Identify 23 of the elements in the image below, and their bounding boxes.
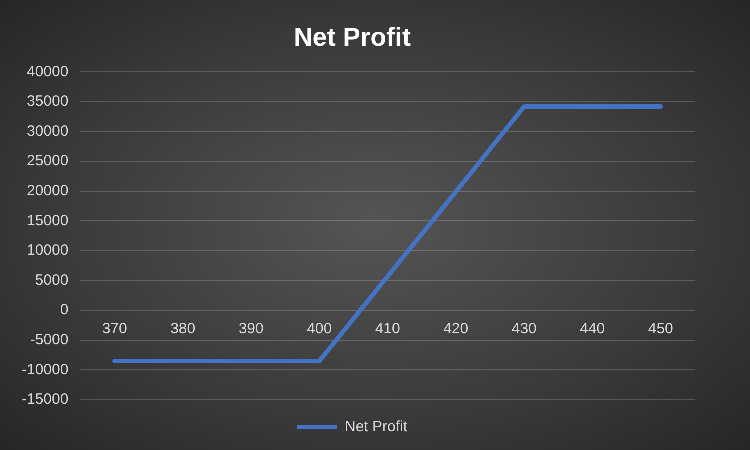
- y-tick-label: -5000: [30, 332, 69, 349]
- y-tick-label: 0: [60, 302, 69, 319]
- y-tick-label: 20000: [26, 182, 69, 200]
- y-tick-label: 15000: [26, 212, 69, 230]
- x-tick-label: 400: [307, 320, 332, 338]
- x-tick-label: 450: [648, 320, 674, 338]
- y-tick-label: 35000: [26, 93, 69, 110]
- y-tick-label: 40000: [26, 63, 69, 80]
- x-tick-label: 410: [375, 320, 400, 338]
- y-tick-label: 10000: [26, 242, 69, 260]
- x-tick-label: 380: [170, 320, 196, 338]
- y-tick-label: -15000: [22, 391, 69, 408]
- y-tick-label: -10000: [22, 361, 69, 378]
- x-tick-label: 420: [444, 320, 469, 338]
- y-tick-label: 25000: [26, 152, 69, 170]
- x-tick-label: 440: [580, 320, 606, 338]
- x-tick-label: 430: [512, 320, 537, 338]
- chart-title: Net Profit: [294, 22, 412, 52]
- x-tick-label: 390: [238, 320, 264, 338]
- y-tick-label: 5000: [35, 272, 69, 289]
- x-tick-label: 370: [102, 320, 128, 338]
- y-tick-label: 30000: [26, 122, 69, 140]
- legend-label: Net Profit: [344, 418, 408, 436]
